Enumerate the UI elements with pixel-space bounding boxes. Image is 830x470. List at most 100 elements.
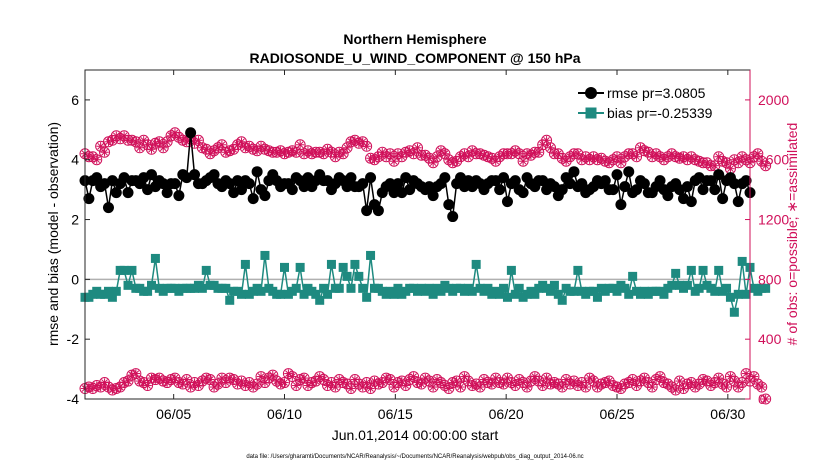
obs-assimilated-point-upper <box>428 158 438 167</box>
obs-possible-point-lower <box>654 371 666 383</box>
obs-possible-point-lower <box>584 372 596 384</box>
obs-possible-point-upper <box>87 151 99 163</box>
obs-possible-point-lower <box>419 372 431 384</box>
obs-possible-point-lower <box>717 378 729 390</box>
bias-point <box>150 253 160 263</box>
obs-assimilated-point-lower <box>131 369 141 378</box>
bias-point <box>686 265 696 275</box>
obs-assimilated-point-upper <box>135 143 144 152</box>
bias-point <box>483 283 493 293</box>
obs-assimilated-point-lower <box>648 382 657 392</box>
obs-assimilated-point-lower <box>722 382 731 392</box>
bias-point <box>549 280 559 290</box>
bias-point <box>546 286 555 296</box>
y-tick-label-left: 0 <box>71 271 79 287</box>
obs-possible-point-upper <box>302 145 314 157</box>
obs-assimilated-point-upper <box>542 136 551 145</box>
obs-possible-point-upper <box>435 145 447 157</box>
bias-point <box>624 289 634 299</box>
bias-point <box>346 283 356 293</box>
rmse-point <box>615 199 627 211</box>
x-tick-label: 06/10 <box>267 406 302 422</box>
y-axis-label-left: rmse and bias (model - observation) <box>45 122 61 346</box>
bias-point <box>428 289 438 299</box>
obs-assimilated-point-upper <box>534 148 543 157</box>
obs-possible-point-upper <box>322 143 334 155</box>
obs-possible-point-lower <box>247 381 259 393</box>
legend-rmse-label: rmse pr=3.0805 <box>607 85 706 101</box>
bias-point <box>103 286 113 296</box>
obs-possible-point-upper <box>443 154 455 166</box>
bias-point <box>694 283 704 293</box>
rmse-point <box>357 178 369 190</box>
obs-assimilated-point-lower <box>385 375 395 384</box>
obs-possible-point-lower <box>728 375 740 387</box>
rmse-point <box>607 184 619 196</box>
bias-point <box>557 295 567 305</box>
rmse-point <box>447 211 459 223</box>
obs-possible-point-upper <box>337 148 349 160</box>
obs-assimilated-point-lower <box>417 379 426 389</box>
obs-assimilated-point-lower <box>538 381 547 390</box>
obs-assimilated-point-lower <box>671 385 680 395</box>
obs-possible-point-lower <box>498 378 510 390</box>
rmse-point <box>556 184 568 196</box>
obs-possible-point-upper <box>760 160 772 172</box>
legend-box <box>575 78 745 124</box>
rmse-point <box>384 178 396 190</box>
obs-possible-point-upper <box>368 154 380 166</box>
obs-possible-point-lower <box>271 375 283 387</box>
obs-assimilated-point-upper <box>92 155 101 164</box>
rmse-point <box>427 190 439 202</box>
legend: rmse pr=3.0805 bias pr=-0.25339 <box>575 78 745 124</box>
bias-point <box>592 292 602 302</box>
obs-possible-point-upper <box>603 157 615 169</box>
bias-point <box>389 289 399 299</box>
obs-possible-point-lower <box>713 372 725 384</box>
legend-rmse-marker <box>585 87 597 99</box>
bias-point <box>424 283 434 293</box>
x-tick-label: 06/30 <box>710 406 745 422</box>
obs-possible-point-lower <box>513 374 525 386</box>
obs-possible-point-lower <box>314 371 326 383</box>
obs-assimilated-point-upper <box>714 152 723 161</box>
obs-possible-point-lower <box>689 381 701 393</box>
y-tick-label-left: 6 <box>71 92 79 108</box>
obs-possible-point-lower <box>232 378 244 390</box>
obs-possible-point-lower <box>760 393 772 405</box>
bias-point <box>620 283 630 293</box>
bias-point <box>698 265 708 275</box>
obs-possible-point-lower <box>322 380 334 392</box>
rmse-point <box>740 175 752 187</box>
bias-point <box>323 289 333 299</box>
bias-point <box>741 289 751 299</box>
obs-possible-point-lower <box>279 377 290 389</box>
obs-assimilated-point-upper <box>217 140 227 149</box>
obs-possible-point-upper <box>631 151 643 163</box>
y-tick-label-left: -2 <box>67 331 80 347</box>
y-tick-label-right: 400 <box>758 331 782 347</box>
obs-possible-point-lower <box>102 381 114 393</box>
obs-assimilated-point-lower <box>205 375 215 384</box>
rmse-point <box>681 181 693 193</box>
bias-point <box>733 289 743 299</box>
obs-possible-point-upper <box>341 142 353 154</box>
bias-point <box>573 265 583 275</box>
bias-point <box>714 265 724 275</box>
bias-point <box>366 250 376 260</box>
obs-possible-point-upper <box>157 142 169 154</box>
rmse-point <box>576 178 588 190</box>
rmse-point <box>685 196 697 208</box>
obs-assimilated-point-lower <box>581 382 590 392</box>
bias-point <box>502 292 512 302</box>
bias-point <box>225 295 235 305</box>
rmse-point <box>662 190 674 202</box>
bias-point <box>710 286 720 296</box>
bias-point <box>362 292 372 302</box>
obs-possible-point-lower <box>267 369 279 381</box>
rmse-point <box>83 193 95 205</box>
x-axis-label: Jun.01,2014 00:00:00 start <box>332 427 499 443</box>
obs-possible-point-lower <box>196 375 208 387</box>
rmse-point <box>243 178 255 190</box>
